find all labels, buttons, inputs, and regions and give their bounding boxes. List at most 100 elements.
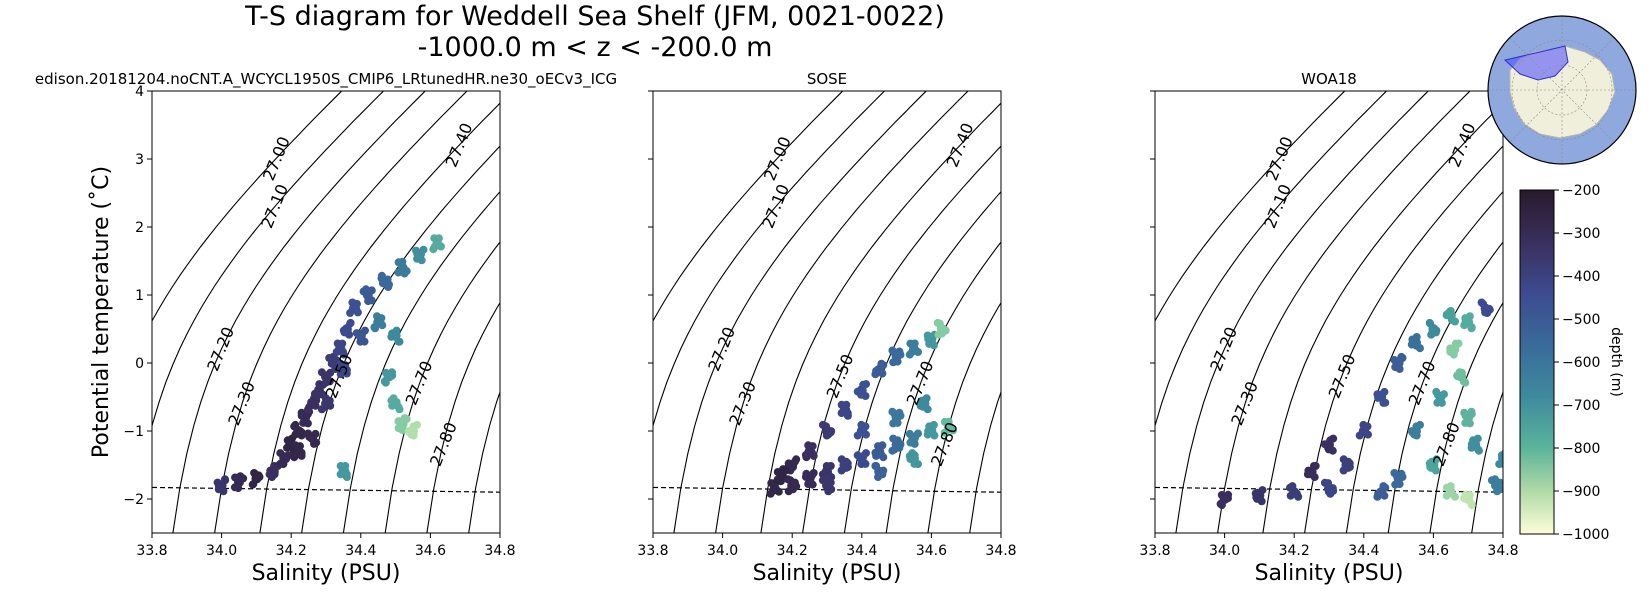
data-point bbox=[299, 418, 308, 427]
y-tick-label: 2 bbox=[135, 220, 144, 236]
data-point bbox=[857, 455, 866, 463]
data-point bbox=[824, 487, 833, 496]
data-point bbox=[857, 428, 866, 437]
data-point bbox=[914, 460, 922, 469]
data-point bbox=[784, 459, 793, 468]
density-contour bbox=[843, 190, 1001, 533]
data-point bbox=[1425, 318, 1434, 327]
data-point bbox=[291, 451, 300, 459]
density-contour bbox=[1345, 190, 1503, 533]
x-tick-label: 34.2 bbox=[777, 543, 808, 559]
data-point bbox=[1467, 499, 1476, 508]
data-point bbox=[896, 350, 905, 359]
x-tick-label: 34.6 bbox=[916, 543, 947, 559]
data-point bbox=[906, 455, 915, 463]
data-point bbox=[1461, 314, 1470, 323]
panel-title: WOA18 bbox=[1301, 70, 1357, 88]
data-point bbox=[878, 470, 887, 479]
data-point bbox=[842, 457, 851, 466]
data-point bbox=[1216, 499, 1225, 508]
data-point bbox=[282, 455, 291, 463]
x-tick-label: 34.4 bbox=[345, 543, 376, 559]
data-point bbox=[790, 478, 799, 487]
data-point bbox=[1461, 418, 1470, 427]
data-point bbox=[893, 436, 902, 445]
data-point bbox=[1427, 457, 1436, 466]
data-point bbox=[801, 472, 810, 481]
data-point bbox=[377, 314, 386, 323]
data-point bbox=[356, 332, 365, 341]
data-point bbox=[1380, 387, 1389, 396]
figure-title-line2: -1000.0 m < z < -200.0 m bbox=[417, 32, 773, 63]
density-contour bbox=[301, 145, 500, 533]
data-point bbox=[339, 347, 347, 356]
data-point bbox=[837, 409, 846, 418]
x-tick-label: 33.8 bbox=[1139, 543, 1170, 559]
data-point bbox=[377, 274, 386, 283]
data-point bbox=[394, 268, 403, 277]
plot-area bbox=[1155, 91, 1503, 533]
data-point bbox=[1288, 482, 1297, 491]
y-tick-label: 0 bbox=[135, 356, 144, 372]
y-tick-label: −1 bbox=[123, 424, 144, 440]
density-contour bbox=[1217, 91, 1471, 533]
axes-frame bbox=[151, 90, 501, 534]
density-contour bbox=[653, 91, 844, 323]
data-point bbox=[906, 339, 915, 348]
data-point bbox=[1222, 494, 1231, 503]
data-point bbox=[1374, 489, 1383, 498]
data-point bbox=[1306, 470, 1315, 479]
data-point bbox=[249, 480, 258, 489]
data-point bbox=[405, 428, 414, 437]
data-point bbox=[1379, 482, 1388, 491]
data-point bbox=[383, 275, 392, 284]
data-point bbox=[419, 245, 428, 254]
data-point bbox=[291, 430, 300, 439]
data-point bbox=[1395, 365, 1404, 373]
y-tick-label: 1 bbox=[135, 288, 144, 304]
data-point bbox=[842, 400, 851, 409]
data-point bbox=[790, 457, 799, 466]
x-axis-label: Salinity (PSU) bbox=[252, 561, 401, 586]
data-point bbox=[1487, 476, 1496, 485]
contour-label: 27.80 bbox=[1429, 419, 1464, 469]
x-tick-label: 34.2 bbox=[276, 543, 307, 559]
x-tick-label: 34.6 bbox=[1418, 543, 1449, 559]
data-point bbox=[304, 405, 313, 414]
data-point bbox=[1408, 428, 1417, 437]
contour-label: 27.10 bbox=[257, 181, 292, 231]
data-point bbox=[843, 409, 852, 418]
data-point bbox=[312, 438, 321, 447]
colorbar-tick-label: −300 bbox=[1562, 226, 1600, 242]
data-point bbox=[250, 469, 259, 477]
data-point bbox=[1286, 491, 1295, 500]
density-contour bbox=[673, 91, 927, 533]
contour-label: 27.30 bbox=[725, 379, 760, 429]
contour-label: 27.40 bbox=[1445, 120, 1480, 170]
data-point bbox=[1495, 460, 1503, 469]
data-point bbox=[387, 396, 396, 405]
data-point bbox=[297, 428, 306, 437]
data-point bbox=[862, 449, 870, 458]
data-point bbox=[1380, 491, 1389, 500]
data-point bbox=[213, 478, 222, 487]
data-point bbox=[297, 411, 306, 420]
data-point bbox=[413, 420, 421, 429]
density-contour bbox=[1262, 102, 1503, 533]
data-point bbox=[1435, 393, 1444, 402]
data-point bbox=[1359, 420, 1368, 429]
data-point bbox=[1427, 329, 1436, 338]
density-contour bbox=[715, 91, 969, 533]
data-point bbox=[394, 417, 403, 426]
data-point bbox=[771, 484, 780, 493]
data-point bbox=[1416, 420, 1424, 429]
data-point bbox=[1408, 335, 1417, 344]
data-point bbox=[402, 267, 411, 276]
density-contour bbox=[1175, 91, 1429, 533]
data-point bbox=[362, 285, 370, 294]
axes-frame bbox=[1154, 90, 1504, 534]
colorbar-tick-label: −400 bbox=[1562, 269, 1600, 285]
data-point bbox=[779, 465, 788, 474]
freezing-line bbox=[653, 486, 1001, 493]
